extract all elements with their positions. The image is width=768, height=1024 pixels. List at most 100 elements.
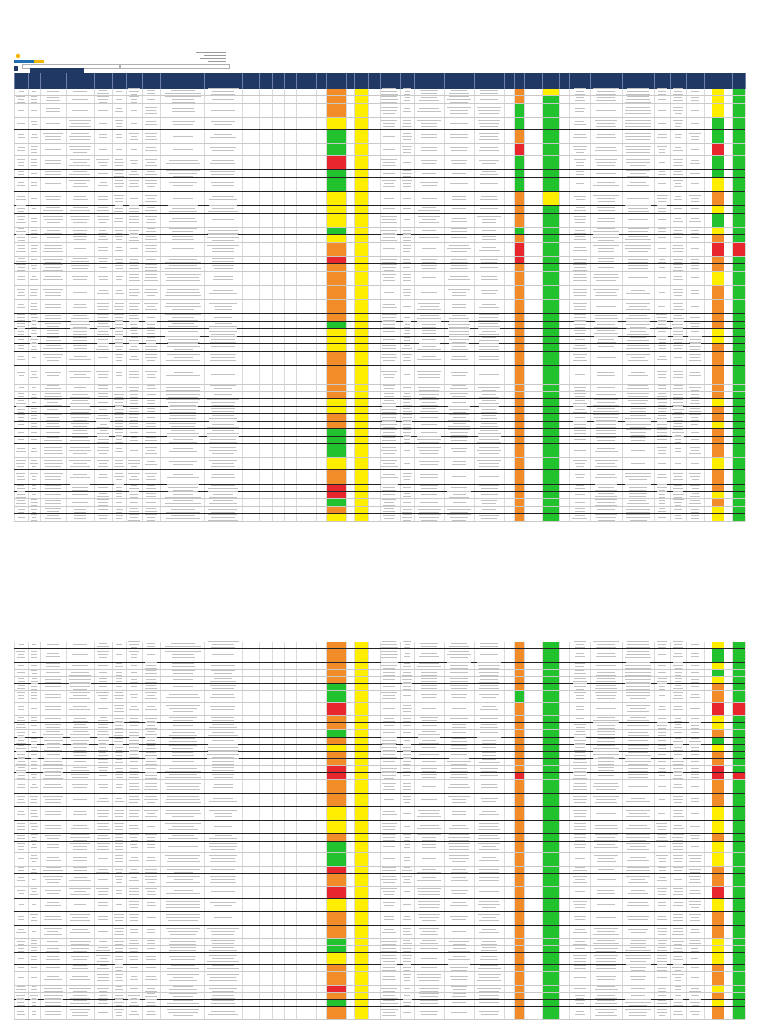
status-cell (542, 737, 559, 744)
cell-text (167, 974, 199, 976)
cell-text (691, 679, 699, 681)
cell-text (479, 1010, 499, 1012)
table-row (14, 205, 746, 214)
cell-text (448, 245, 470, 247)
cell-text (625, 664, 651, 666)
status-cell (732, 264, 745, 271)
cell-text (70, 321, 90, 323)
status-cell (326, 898, 346, 912)
cell-text (420, 716, 438, 718)
cell-text (672, 335, 684, 337)
cell-text (114, 205, 124, 207)
cell-text (381, 964, 397, 965)
logo-image (14, 53, 44, 63)
cell-text (482, 246, 496, 248)
status-cell (712, 206, 724, 213)
cell-text (479, 343, 499, 345)
cell-text (31, 763, 37, 765)
cell-text (116, 134, 122, 136)
cell-text (597, 329, 615, 331)
cell-text (451, 768, 467, 770)
cell-text (629, 500, 647, 502)
cell-text (98, 797, 108, 799)
cell-text (208, 211, 238, 213)
cell-text (421, 494, 437, 496)
status-cell (712, 642, 724, 649)
cell-text (596, 181, 616, 183)
cell-text (452, 494, 466, 496)
cell-text (402, 416, 412, 418)
cell-text (17, 328, 25, 330)
cell-text (402, 960, 412, 962)
cell-text (116, 137, 122, 139)
cell-text (417, 880, 441, 882)
cell-text (173, 673, 193, 675)
cell-text (130, 856, 138, 858)
cell-text (673, 927, 684, 929)
cell-text (130, 654, 138, 656)
cell-text (213, 917, 233, 919)
cell-text (404, 878, 410, 880)
cell-text (573, 683, 587, 685)
cell-text (70, 671, 90, 673)
cell-text (575, 171, 585, 173)
cell-text (165, 305, 201, 307)
cell-text (96, 842, 110, 844)
cell-text (402, 782, 412, 784)
status-cell (514, 314, 524, 321)
cell-text (574, 332, 586, 334)
cell-text (44, 307, 62, 309)
status-cell (542, 227, 559, 235)
status-cell (732, 912, 745, 925)
cell-text (690, 929, 700, 931)
cell-text (17, 266, 25, 268)
cell-text (168, 707, 198, 709)
cell-text (210, 1010, 236, 1012)
cell-text (96, 92, 110, 94)
cell-text (448, 95, 470, 97)
status-cell (514, 514, 524, 521)
cell-text (575, 94, 585, 96)
cell-text (452, 824, 466, 826)
cell-text (402, 421, 412, 423)
cell-text (166, 914, 200, 916)
cell-text (382, 788, 396, 790)
cell-text (421, 760, 437, 762)
cell-text (208, 229, 238, 231)
cell-text (17, 957, 25, 959)
cell-text (31, 836, 37, 838)
cell-text (16, 403, 26, 405)
cell-text (43, 232, 63, 234)
cell-text (575, 689, 585, 691)
status-cell (354, 399, 368, 406)
cell-text (674, 677, 682, 679)
cell-text (170, 946, 196, 948)
cell-text (688, 868, 702, 870)
cell-text (383, 112, 395, 114)
cell-text (98, 278, 108, 280)
cell-text (657, 753, 667, 755)
cell-text (18, 848, 24, 850)
cell-text (115, 715, 123, 717)
status-cell (514, 458, 524, 470)
cell-text (145, 354, 157, 356)
cell-text (383, 671, 395, 673)
cell-text (625, 109, 651, 111)
status-cell (326, 514, 346, 521)
cell-text (673, 917, 684, 919)
cell-text (207, 753, 240, 755)
status-cell (326, 421, 346, 429)
cell-text (381, 1015, 397, 1017)
cell-text (144, 266, 158, 268)
cell-text (208, 750, 238, 752)
cell-text (116, 448, 122, 450)
cell-text (673, 858, 683, 860)
cell-text (16, 1013, 26, 1015)
cell-text (73, 870, 87, 872)
cell-text (688, 861, 702, 863)
cell-text (73, 331, 88, 333)
cell-text (115, 265, 123, 267)
cell-text (690, 987, 700, 989)
cell-text (657, 718, 667, 720)
cell-text (480, 718, 498, 720)
